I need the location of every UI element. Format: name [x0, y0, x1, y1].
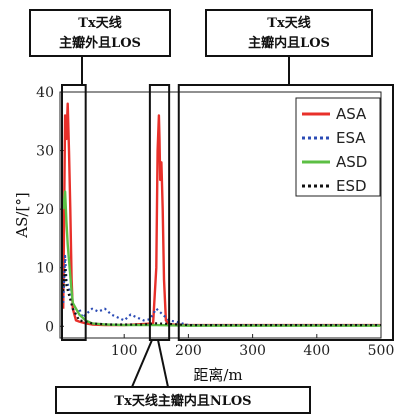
- annotation-bottom-line1: Tx天线主瓣内且NLOS: [114, 393, 251, 409]
- annotation-right-box: [205, 9, 373, 57]
- y-tick-label: 30: [36, 144, 54, 160]
- connector-bottom-b: [157, 339, 169, 388]
- y-tick-label: 20: [36, 202, 54, 218]
- x-axis-label: 距离/m: [193, 366, 242, 384]
- x-tick-label: 100: [111, 343, 138, 359]
- series-asd-line: [62, 190, 381, 327]
- y-tick-label: 10: [36, 261, 54, 277]
- series-esa-line: [62, 254, 381, 327]
- x-tick-label: 300: [239, 343, 266, 359]
- legend-label-esa: ESA: [336, 129, 366, 147]
- annotation-left-line2: 主瓣外且LOS: [59, 35, 141, 51]
- annotation-right-line2: 主瓣内且LOS: [248, 35, 330, 51]
- x-tick-label: 400: [303, 343, 330, 359]
- legend-label-asd: ASD: [336, 153, 367, 171]
- y-axis-label: AS/[°]: [13, 192, 31, 238]
- highlight-box-near: [61, 84, 87, 341]
- legend-label-esd: ESD: [336, 177, 367, 195]
- annotation-right-line1: Tx天线: [267, 15, 310, 31]
- y-tick-label: 0: [45, 319, 54, 335]
- connector-bottom-a: [131, 339, 153, 388]
- annotation-left-line1: Tx天线: [78, 15, 121, 31]
- legend-label-asa: ASA: [336, 105, 367, 123]
- highlight-box-nlos: [148, 84, 171, 341]
- y-tick-label: 40: [36, 85, 54, 101]
- series-asa-line: [62, 102, 381, 327]
- annotation-bottom-box: [55, 386, 311, 414]
- highlight-box-far: [177, 84, 394, 341]
- x-tick-label: 500: [368, 343, 395, 359]
- x-tick-label: 200: [175, 343, 202, 359]
- series-esd-line: [62, 266, 381, 327]
- plot-frame: [59, 91, 382, 339]
- annotation-left-box: [29, 9, 171, 57]
